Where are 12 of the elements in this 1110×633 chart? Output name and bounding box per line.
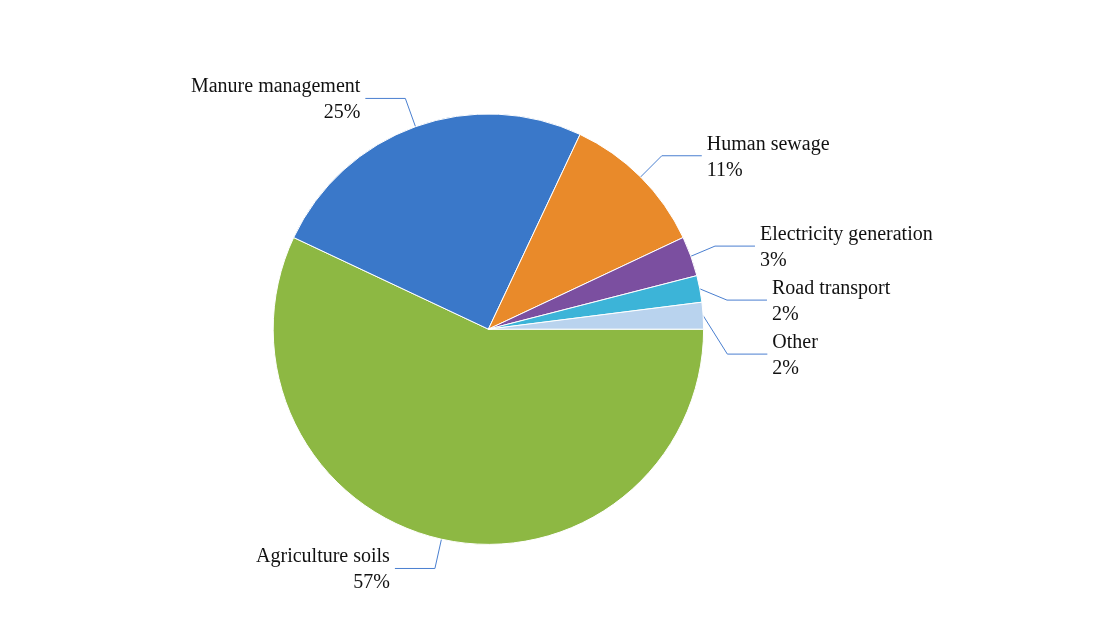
data-label: 3% (760, 248, 787, 271)
slice-label: Manure management (190, 74, 361, 98)
data-label: 2% (772, 356, 800, 379)
data-label: 11% (706, 157, 743, 180)
slice-label: Agriculture soils (256, 544, 391, 568)
slice-label: Human sewage (706, 131, 830, 155)
slice-label: Other (772, 330, 819, 353)
data-label: 2% (771, 302, 799, 325)
data-label: 57% (353, 570, 390, 593)
slice-label: Road transport (771, 276, 891, 300)
slice-label: Electricity generation (760, 222, 933, 246)
data-label: 25% (323, 100, 361, 123)
